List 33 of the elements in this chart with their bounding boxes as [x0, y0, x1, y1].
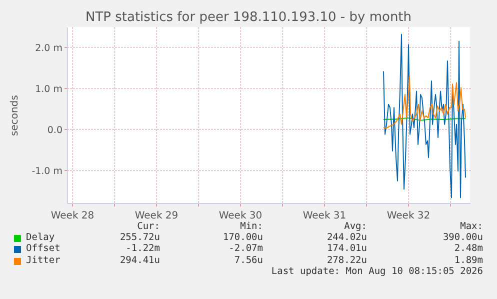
text: -1.22m [126, 243, 160, 254]
text: 2.48m [454, 243, 483, 254]
text: -2.07m [228, 243, 263, 254]
text: Cur: [137, 221, 160, 232]
text: 244.02u [326, 232, 367, 244]
y-tick-label: 0.0 [47, 124, 62, 136]
text: 294.41u [120, 254, 160, 266]
y-tick-label: 2.0 m [35, 42, 62, 54]
text: 7.56u [234, 254, 263, 266]
text: 170.00u [222, 232, 263, 244]
legend-label: Offset [26, 243, 60, 254]
x-tick-label: Week 31 [302, 210, 346, 222]
y-axis-title: seconds [10, 95, 21, 136]
text: Last update: Mon Aug 10 08:15:05 2026 [271, 266, 483, 277]
line-series [383, 34, 466, 198]
x-tick-label: Week 29 [134, 210, 178, 222]
text: 255.72u [120, 232, 160, 244]
text: 278.22u [326, 254, 367, 266]
text: Avg: [344, 221, 367, 232]
chart-title: NTP statistics for peer 198.110.193.10 - by month [84, 10, 413, 25]
text: 1.89m [454, 254, 483, 266]
line-series [383, 76, 466, 129]
text: Max: [460, 221, 483, 232]
text: 174.01u [326, 243, 367, 254]
x-tick-label: Week 30 [218, 210, 262, 222]
legend-label: Delay [26, 232, 55, 244]
y-tick-label: 1.0 m [35, 84, 62, 95]
text: 390.00u [442, 232, 483, 244]
text: Min: [240, 221, 263, 232]
x-tick-label: Week 28 [50, 210, 94, 222]
x-tick-label: Week 32 [386, 210, 430, 222]
y-tick-label: -1.0 m [32, 166, 62, 177]
legend-label: Jitter [26, 254, 60, 266]
